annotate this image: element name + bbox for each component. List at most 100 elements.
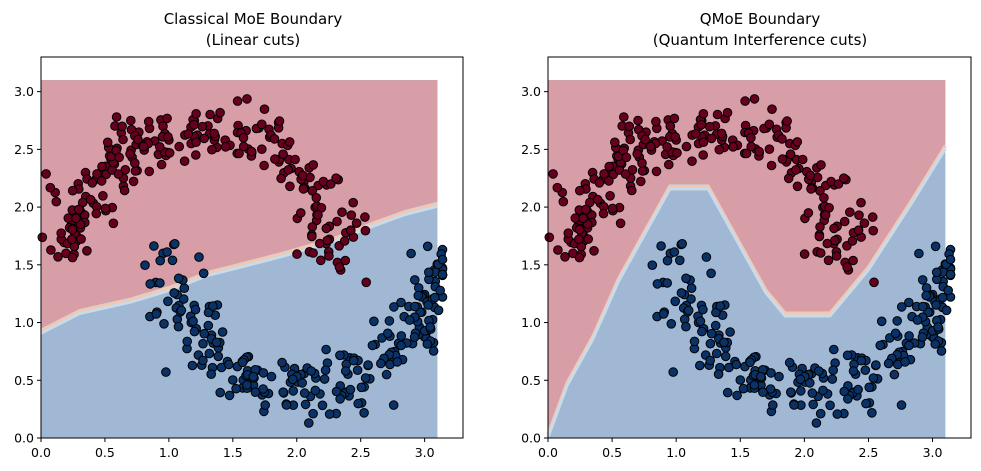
right-scatter-point xyxy=(848,366,859,376)
left-scatter-point xyxy=(276,173,286,184)
left-scatter-point xyxy=(250,387,261,398)
left-scatter-point xyxy=(392,357,403,367)
left-scatter-point xyxy=(163,132,173,142)
left-scatter-point xyxy=(203,320,214,331)
right-scatter-point xyxy=(620,169,631,179)
right-scatter-point xyxy=(686,294,696,304)
right-scatter-point xyxy=(808,399,819,410)
right-scatter-point xyxy=(710,320,721,331)
left-chart-title-line1: Classical MoE Boundary xyxy=(164,10,343,28)
right-scatter-point xyxy=(728,142,738,152)
left-scatter-point xyxy=(316,255,326,266)
left-scatter-point xyxy=(269,134,280,144)
left-scatter-point xyxy=(404,315,415,325)
left-scatter-point xyxy=(283,165,294,175)
left-scatter-point xyxy=(352,365,363,376)
right-scatter-point xyxy=(705,338,716,349)
right-scatter-point xyxy=(904,331,914,341)
right-scatter-point xyxy=(656,241,666,251)
left-scatter-point xyxy=(246,146,257,157)
right-scatter-point xyxy=(820,210,831,220)
left-scatter-point xyxy=(285,181,295,192)
right-scatter-point xyxy=(896,302,907,312)
right-y-tick-label: 1.5 xyxy=(521,257,541,272)
left-scatter-point xyxy=(361,277,372,288)
right-scatter-point xyxy=(598,208,609,219)
right-scatter-point xyxy=(805,170,816,181)
right-scatter-point xyxy=(574,224,585,235)
right-scatter-point xyxy=(933,322,943,332)
right-scatter-point xyxy=(592,194,603,205)
left-scatter-point xyxy=(217,327,228,337)
right-scatter-point xyxy=(722,387,733,398)
left-scatter-point xyxy=(159,319,169,329)
right-scatter-point xyxy=(732,390,742,401)
left-scatter-point xyxy=(198,268,209,279)
right-chart-title-line1: QMoE Boundary xyxy=(700,10,821,28)
left-scatter-point xyxy=(151,309,162,319)
left-scatter-point xyxy=(335,350,345,361)
right-scatter-point xyxy=(831,251,842,261)
right-scatter-point xyxy=(615,218,626,229)
left-x-tick-label: 3.0 xyxy=(415,445,435,460)
left-scatter-point xyxy=(213,351,224,362)
left-y-tick-label: 1.0 xyxy=(14,315,34,330)
left-scatter-point xyxy=(91,208,102,219)
left-scatter-point xyxy=(96,176,107,186)
right-scatter-point xyxy=(785,149,796,159)
left-scatter-point xyxy=(424,267,434,278)
left-y-tick-label: 0.5 xyxy=(14,373,34,388)
right-scatter-point xyxy=(749,380,760,390)
left-scatter-point xyxy=(298,170,308,181)
right-scatter-point xyxy=(670,132,681,142)
right-scatter-point xyxy=(819,193,829,203)
right-scatter-point xyxy=(722,107,733,118)
right-scatter-point xyxy=(823,255,834,266)
left-scatter-point xyxy=(130,166,141,176)
right-scatter-point xyxy=(583,234,594,244)
left-scatter-point xyxy=(76,234,86,244)
left-scatter-point xyxy=(224,359,234,370)
left-scatter-point xyxy=(53,251,63,262)
left-scatter-point xyxy=(231,383,241,394)
right-scatter-point xyxy=(552,182,563,193)
left-scatter-point xyxy=(396,297,406,308)
left-scatter-point xyxy=(143,116,154,127)
left-y-tick-label: 1.5 xyxy=(14,257,34,272)
left-scatter-point xyxy=(321,223,332,234)
left-scatter-point xyxy=(340,255,351,266)
right-scatter-point xyxy=(675,255,685,266)
left-scatter-point xyxy=(410,301,420,312)
left-scatter-point xyxy=(140,260,150,271)
left-scatter-point xyxy=(133,134,143,145)
right-scatter-point xyxy=(867,212,878,222)
left-scatter-point xyxy=(298,184,309,194)
right-scatter-point xyxy=(777,154,788,164)
right-scatter-point xyxy=(604,176,614,186)
left-scatter-point xyxy=(346,210,357,220)
right-scatter-point xyxy=(883,358,894,369)
left-scatter-point xyxy=(319,374,330,384)
right-scatter-point xyxy=(705,355,716,366)
right-scatter-point xyxy=(930,339,941,349)
left-x-tick-label: 2.0 xyxy=(287,445,307,460)
left-scatter-point xyxy=(237,357,248,368)
right-scatter-point xyxy=(832,409,843,419)
right-scatter-point xyxy=(774,371,784,382)
right-scatter-point xyxy=(806,184,816,194)
right-y-tick-label: 2.5 xyxy=(521,142,541,157)
right-scatter-point xyxy=(766,160,777,171)
right-scatter-point xyxy=(811,418,822,428)
left-scatter-point xyxy=(120,165,131,175)
left-scatter-point xyxy=(191,137,201,147)
left-scatter-point xyxy=(220,142,231,152)
right-scatter-point xyxy=(560,251,570,262)
left-x-tick-label: 0.5 xyxy=(95,445,115,460)
right-scatter-point xyxy=(604,161,615,172)
left-scatter-point xyxy=(102,137,113,148)
right-scatter-point xyxy=(714,144,725,155)
left-scatter-point xyxy=(437,269,448,280)
right-scatter-point xyxy=(683,305,694,316)
left-scatter-point xyxy=(307,222,318,232)
